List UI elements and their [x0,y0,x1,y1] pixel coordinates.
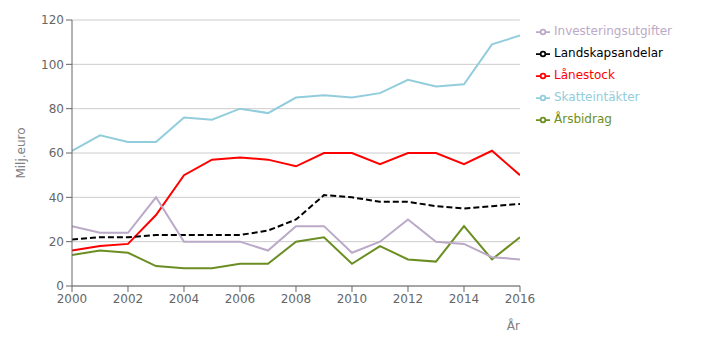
svg-text:0: 0 [56,279,64,293]
html-text:Skatteintäkter: Skatteintäkter [554,90,640,104]
svg-text:2016: 2016 [505,292,536,306]
svg-text:2010: 2010 [337,292,368,306]
svg-text:2000: 2000 [57,292,88,306]
svg-text:2014: 2014 [449,292,480,306]
svg-text:År: År [507,318,520,333]
html-text:Investeringsutgifter: Investeringsutgifter [554,24,672,38]
svg-text:60: 60 [49,146,64,160]
svg-text:20: 20 [49,235,64,249]
html-text:Lånestock: Lånestock [554,68,615,82]
svg-text:2002: 2002 [113,292,144,306]
svg-text:120: 120 [41,13,64,27]
html-text:Landskapsandelar: Landskapsandelar [554,46,663,60]
svg-text:2004: 2004 [169,292,200,306]
svg-text:Milj.euro: Milj.euro [14,127,28,178]
svg-text:2008: 2008 [281,292,312,306]
html-text:Årsbidrag: Årsbidrag [554,112,612,126]
svg-text:40: 40 [49,191,64,205]
svg-text:2012: 2012 [393,292,424,306]
svg-text:80: 80 [49,102,64,116]
svg-text:100: 100 [41,58,64,72]
svg-text:2006: 2006 [225,292,256,306]
